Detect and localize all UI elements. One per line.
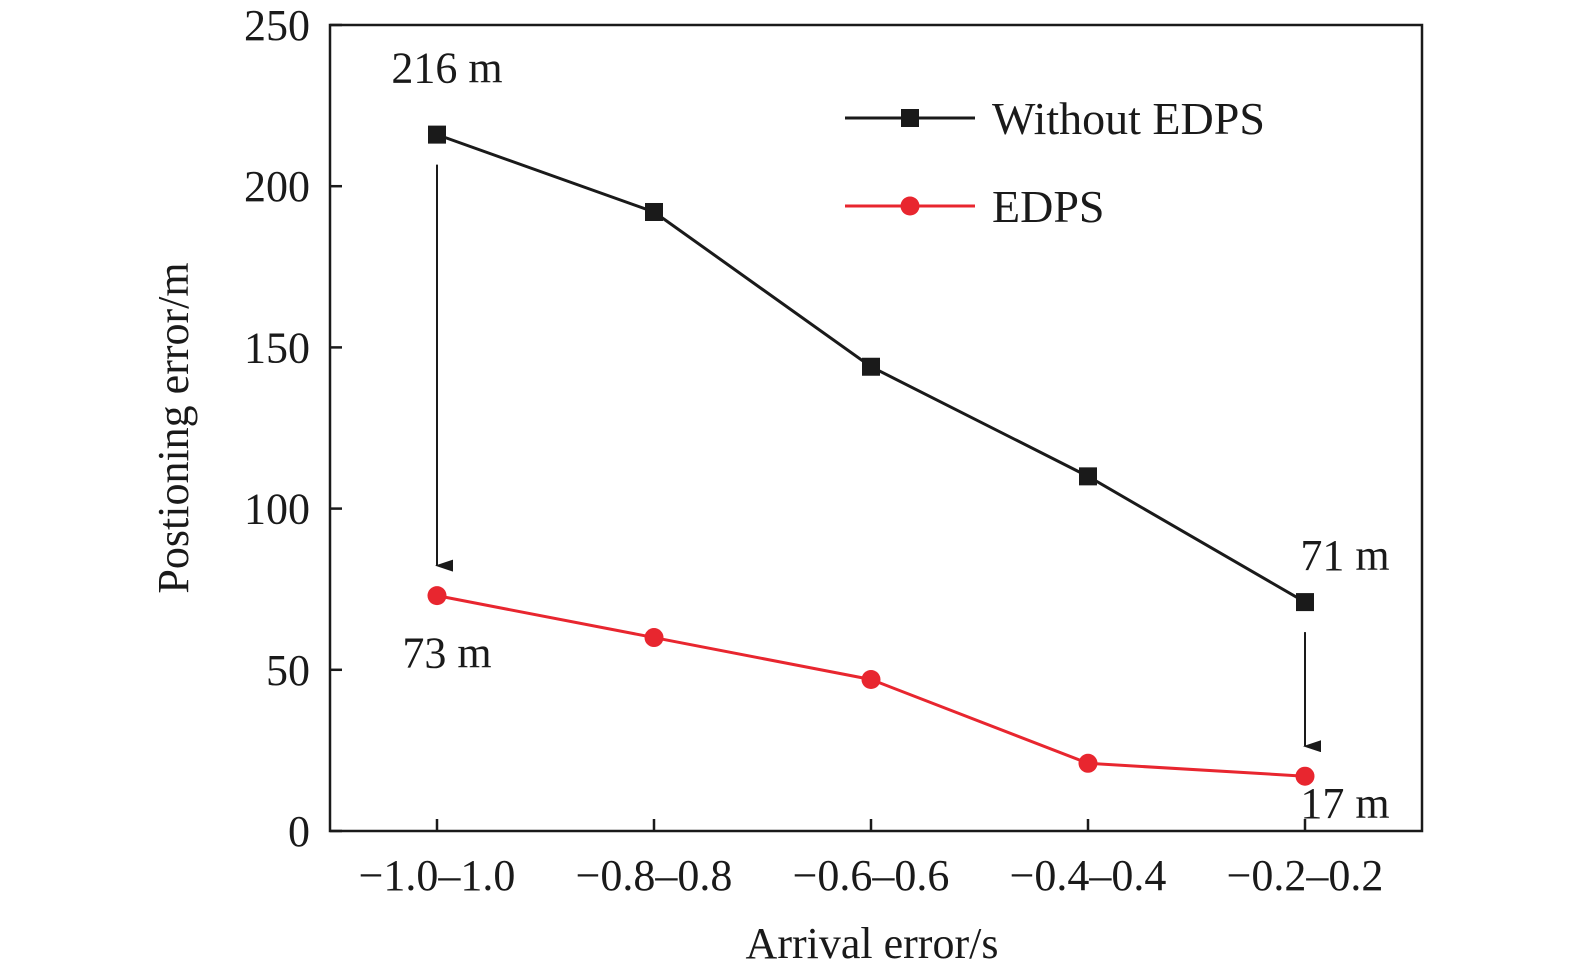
legend-label: Without EDPS [992, 93, 1265, 144]
series-markers [427, 125, 1315, 786]
legend-marker-circle [900, 196, 920, 216]
data-annotation: 17 m [1300, 779, 1389, 828]
data-point-square [1296, 593, 1314, 612]
x-tick-label: −0.6–0.6 [793, 851, 950, 900]
x-axis: −1.0–1.0 −0.8–0.8 −0.6–0.6 −0.4–0.4 −0.2–0.2 [359, 819, 1384, 900]
y-tick-label: 250 [244, 1, 310, 50]
data-point-circle [644, 628, 664, 648]
data-annotations: 216 m 73 m 71 m 17 m [391, 44, 1389, 829]
y-axis-title: Postioning error/m [149, 262, 198, 593]
x-tick-label: −0.2–0.2 [1227, 851, 1384, 900]
x-tick-label: −0.4–0.4 [1010, 851, 1167, 900]
data-point-circle [1295, 766, 1315, 786]
y-tick-label: 50 [266, 646, 310, 695]
data-point-circle [1078, 753, 1098, 773]
x-tick-label: −0.8–0.8 [576, 851, 733, 900]
x-tick-label: −1.0–1.0 [359, 851, 516, 900]
legend-label: EDPS [992, 181, 1104, 232]
data-point-circle [427, 586, 447, 606]
data-point-square [862, 357, 880, 376]
y-tick-label: 150 [244, 323, 310, 372]
data-point-circle [861, 669, 881, 689]
data-point-square [428, 125, 446, 144]
x-axis-title: Arrival error/s [746, 919, 999, 968]
y-axis: 0 50 100 150 200 250 [244, 1, 342, 856]
data-annotation: 216 m [391, 44, 502, 93]
data-annotation: 73 m [402, 629, 491, 678]
y-tick-label: 0 [288, 807, 310, 856]
legend-marker-square [901, 109, 919, 127]
plot-area-frame [328, 23, 1424, 833]
annotation-arrows [435, 164, 1321, 753]
data-point-square [645, 202, 663, 221]
legend: Without EDPS EDPS [845, 93, 1265, 232]
data-point-square [1079, 467, 1097, 486]
y-tick-label: 200 [244, 162, 310, 211]
y-tick-label: 100 [244, 485, 310, 534]
data-annotation: 71 m [1300, 531, 1389, 580]
